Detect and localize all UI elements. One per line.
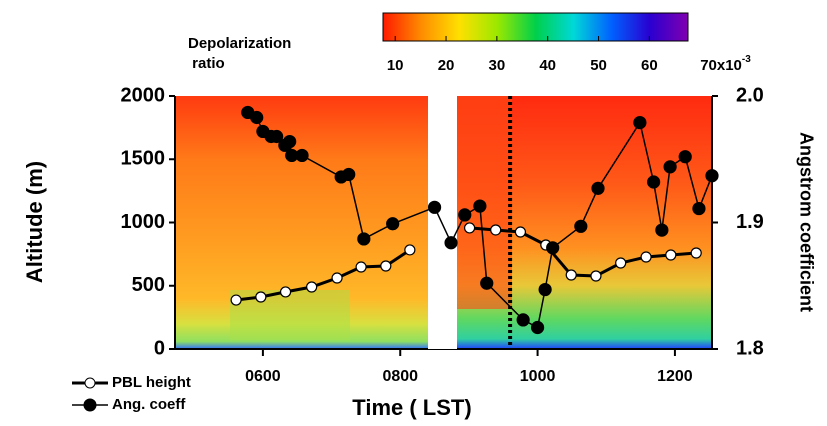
marker: [295, 148, 309, 163]
marker: [342, 167, 356, 182]
marker: [640, 251, 652, 263]
colorbar-tick-label: 10: [387, 57, 404, 74]
x-tick-label: 1000: [520, 368, 556, 385]
marker: [530, 320, 545, 335]
y-tick-label: 1500: [121, 148, 166, 170]
marker: [386, 217, 400, 231]
marker: [357, 232, 371, 246]
marker: [427, 200, 442, 214]
colorbar-title: Depolarization: [188, 35, 291, 52]
marker: [590, 270, 602, 282]
marker: [663, 160, 677, 174]
marker: [516, 313, 530, 327]
legend-marker: [84, 377, 96, 389]
marker: [230, 294, 242, 306]
marker: [270, 129, 284, 144]
marker: [473, 199, 487, 213]
y2-axis-title: Angstrom coefficient: [796, 132, 816, 312]
marker: [331, 272, 343, 284]
marker: [250, 110, 264, 125]
marker: [355, 261, 367, 273]
marker: [279, 286, 292, 298]
marker: [655, 223, 669, 237]
colorbar-tick-label: 50: [590, 57, 607, 74]
marker: [490, 224, 502, 236]
marker: [692, 201, 706, 216]
legend-marker: [83, 398, 97, 412]
x-tick-label: 0600: [245, 368, 281, 385]
y-tick-label: 2000: [121, 84, 166, 106]
y-tick-label: 500: [132, 274, 165, 296]
y-axis-title: Altitude (m): [22, 161, 47, 283]
plot: 0 500 1000 1500 2000 1.8 1.9 2.0 0600 0800 1000 120…: [121, 84, 764, 385]
marker: [591, 181, 605, 195]
y-tick-label: 1000: [121, 211, 166, 233]
colorbar-tick-label: 60: [641, 57, 658, 74]
marker: [678, 150, 692, 164]
x-axis-title: Time ( LST): [352, 395, 471, 420]
marker: [546, 241, 560, 255]
marker: [665, 249, 677, 261]
marker: [480, 276, 494, 290]
marker: [647, 175, 661, 189]
marker: [690, 247, 702, 259]
y2-tick-label: 1.9: [736, 211, 764, 233]
colorbar-tick-label: 70x10-3: [700, 54, 751, 74]
x-tick-label: 0800: [382, 368, 418, 385]
marker: [380, 260, 392, 272]
marker: [283, 134, 297, 149]
marker: [404, 244, 416, 256]
marker: [615, 257, 627, 269]
marker: [514, 226, 527, 238]
colorbar-title: ratio: [188, 55, 225, 72]
colorbar-tick-label: 20: [438, 57, 455, 74]
marker: [255, 291, 267, 303]
legend-label: Ang. coeff: [112, 396, 186, 413]
x-tick-label: 1200: [657, 368, 693, 385]
y2-tick-label: 1.8: [736, 337, 764, 359]
colorbar-exponent: -3: [742, 54, 751, 65]
y2-tick-label: 2.0: [736, 84, 764, 106]
y-tick-label: 0: [154, 337, 165, 359]
colorbar: [382, 12, 689, 42]
marker: [463, 222, 476, 234]
marker: [705, 169, 719, 183]
legend-label: PBL height: [112, 374, 191, 391]
colorbar-tick-label: 30: [489, 57, 506, 74]
marker: [538, 282, 552, 297]
marker: [458, 208, 472, 222]
marker: [574, 219, 588, 233]
marker: [565, 269, 577, 281]
marker: [444, 236, 458, 250]
marker: [306, 281, 318, 293]
marker: [633, 115, 647, 130]
colorbar-tick-label: 40: [539, 57, 556, 74]
